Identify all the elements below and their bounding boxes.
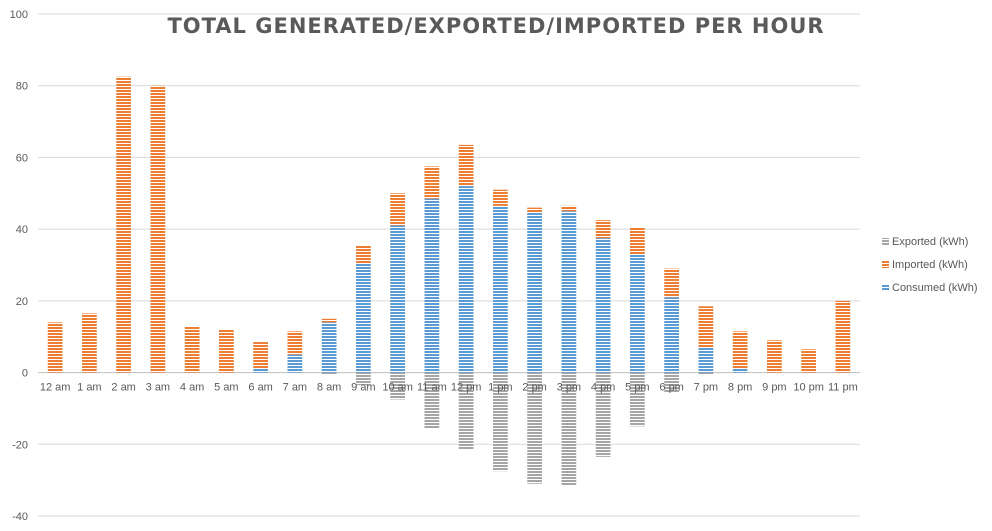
bar-consumed bbox=[458, 186, 474, 373]
bar-exported bbox=[561, 372, 577, 486]
bar-exported bbox=[424, 372, 440, 429]
bar-imported bbox=[664, 268, 679, 298]
legend-swatch bbox=[882, 261, 889, 268]
bar-imported bbox=[561, 205, 577, 212]
bar-imported bbox=[219, 329, 234, 373]
bar-exported bbox=[321, 372, 337, 375]
bar-consumed bbox=[390, 225, 405, 373]
x-tick-label: 10 pm bbox=[793, 382, 824, 394]
bar-imported bbox=[458, 144, 474, 187]
chart-title: TOTAL GENERATED/EXPORTED/IMPORTED PER HO… bbox=[167, 14, 825, 38]
bar-exported bbox=[698, 372, 714, 375]
x-tick-label: 2 pm bbox=[522, 382, 546, 394]
bars bbox=[47, 76, 851, 486]
axes: -40 -20 0 20 40 60 80 100 12 am 1 am 2 am 3 am 4 am 5… bbox=[10, 9, 858, 523]
bar-consumed bbox=[493, 205, 508, 373]
x-tick-label: 11 am bbox=[417, 382, 447, 394]
legend: Exported (kWh) Imported (kWh) Consumed (kW… bbox=[882, 236, 978, 294]
legend-swatch bbox=[882, 238, 889, 245]
x-tick-label: 6 pm bbox=[659, 382, 683, 394]
bar-imported bbox=[698, 306, 714, 348]
x-tick-label: 8 pm bbox=[728, 382, 752, 394]
y-tick-label: 100 bbox=[10, 9, 28, 21]
x-tick-label: 1 am bbox=[77, 382, 101, 394]
x-tick-label: 4 pm bbox=[591, 382, 615, 394]
bar-consumed bbox=[595, 238, 611, 373]
bar-imported bbox=[184, 325, 200, 373]
bar-imported bbox=[150, 85, 166, 373]
bar-consumed bbox=[630, 254, 645, 373]
x-tick-label: 1 pm bbox=[488, 382, 512, 394]
y-tick-label: 80 bbox=[16, 81, 28, 93]
bar-imported bbox=[527, 207, 542, 214]
x-tick-label: 6 am bbox=[248, 382, 272, 394]
x-tick-label: 4 am bbox=[180, 382, 204, 394]
x-tick-label: 9 pm bbox=[762, 382, 786, 394]
x-tick-label: 2 am bbox=[111, 382, 135, 394]
y-tick-label: 40 bbox=[16, 224, 28, 236]
bar-consumed bbox=[561, 211, 577, 373]
x-tick-label: 10 am bbox=[382, 382, 413, 394]
y-tick-label: 0 bbox=[22, 368, 28, 380]
bar-imported bbox=[630, 227, 645, 255]
bar-consumed bbox=[527, 213, 542, 373]
x-tick-label: 8 am bbox=[317, 382, 341, 394]
bar-exported bbox=[458, 372, 474, 450]
x-tick-label: 12 am bbox=[40, 382, 71, 394]
bar-consumed bbox=[424, 198, 440, 373]
bar-exported bbox=[390, 372, 405, 400]
bar-exported bbox=[630, 372, 645, 427]
bar-consumed bbox=[664, 297, 679, 373]
bar-imported bbox=[390, 193, 405, 226]
bar-imported bbox=[732, 331, 748, 369]
grid bbox=[38, 13, 860, 517]
legend-swatch bbox=[882, 284, 889, 291]
x-tick-label: 7 am bbox=[283, 382, 307, 394]
bar-imported bbox=[835, 300, 851, 373]
bar-consumed bbox=[321, 322, 337, 373]
x-tick-label: 12 pm bbox=[451, 382, 482, 394]
x-tick-label: 5 am bbox=[214, 382, 238, 394]
bar-imported bbox=[116, 76, 131, 373]
x-tick-label: 3 am bbox=[146, 382, 170, 394]
y-tick-label: -40 bbox=[12, 511, 28, 523]
bar-imported bbox=[424, 166, 440, 199]
legend-label: Consumed (kWh) bbox=[892, 282, 978, 294]
bar-imported bbox=[253, 342, 268, 369]
bar-imported bbox=[356, 245, 371, 264]
y-tick-label: 20 bbox=[16, 296, 28, 308]
bar-consumed bbox=[698, 347, 714, 373]
bar-imported bbox=[287, 331, 303, 355]
x-tick-label: 9 am bbox=[351, 382, 375, 394]
bar-exported bbox=[527, 372, 542, 484]
x-tick-label: 7 pm bbox=[694, 382, 718, 394]
bar-imported bbox=[595, 220, 611, 239]
x-tick-label: 11 pm bbox=[828, 382, 858, 394]
bar-imported bbox=[767, 340, 782, 373]
bar-imported bbox=[801, 349, 816, 373]
bar-exported bbox=[356, 372, 371, 386]
bar-imported bbox=[321, 318, 337, 323]
y-tick-label: -20 bbox=[12, 439, 28, 451]
x-tick-label: 3 pm bbox=[557, 382, 581, 394]
y-tick-label: 60 bbox=[16, 152, 28, 164]
x-tick-label: 5 pm bbox=[625, 382, 649, 394]
bar-exported bbox=[664, 372, 679, 393]
bar-exported bbox=[493, 372, 508, 472]
legend-label: Exported (kWh) bbox=[892, 236, 968, 248]
bar-imported bbox=[493, 189, 508, 206]
bar-consumed bbox=[287, 354, 303, 373]
bar-exported bbox=[595, 372, 611, 457]
bar-consumed bbox=[253, 368, 268, 373]
bar-consumed bbox=[732, 368, 748, 373]
legend-label: Imported (kWh) bbox=[892, 259, 968, 271]
bar-consumed bbox=[356, 263, 371, 373]
bar-imported bbox=[47, 322, 63, 373]
bar-imported bbox=[82, 313, 97, 373]
